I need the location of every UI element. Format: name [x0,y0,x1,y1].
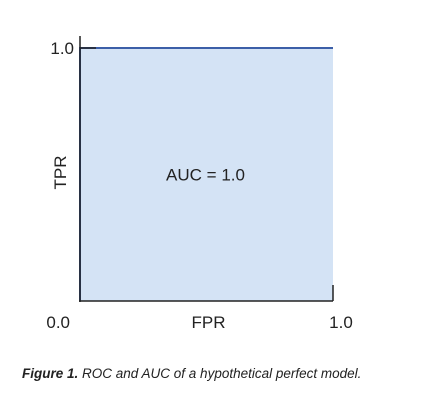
x-tick-label-0: 0.0 [46,313,70,332]
x-axis-title: FPR [192,313,226,332]
auc-annotation: AUC = 1.0 [166,166,245,185]
caption-text: ROC and AUC of a hypothetical perfect mo… [78,366,362,381]
x-tick-label-1: 1.0 [329,313,353,332]
figure-caption: Figure 1. ROC and AUC of a hypothetical … [22,366,422,381]
axes [79,36,334,302]
caption-label: Figure 1. [22,366,79,381]
axis-labels: 1.0 0.0 1.0 FPR TPR AUC = 1.0 [46,39,352,332]
y-axis-title: TPR [51,156,70,190]
auc-area [80,48,333,301]
y-tick-label-0: 1.0 [50,39,74,58]
